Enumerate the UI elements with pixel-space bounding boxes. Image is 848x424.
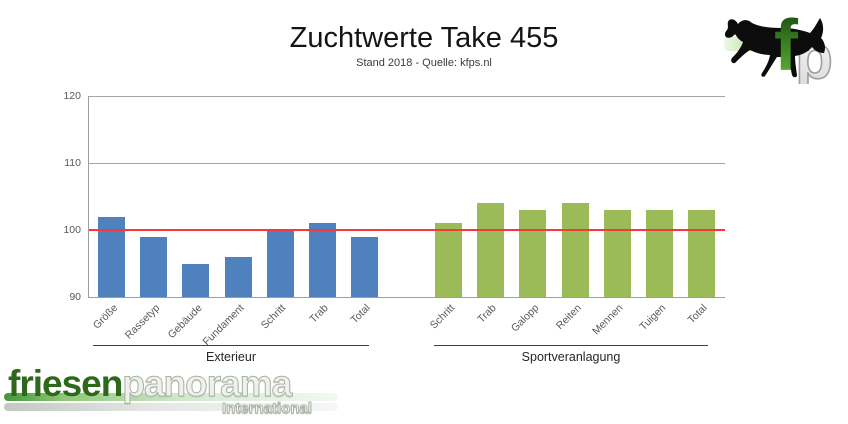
x-axis-category-label: Total	[685, 302, 710, 327]
bar-exterieur-3	[224, 256, 252, 297]
x-axis-category-label: Rassetyp	[122, 302, 163, 342]
wordmark-friesen: friesen	[8, 363, 123, 404]
bar-sportveranlagung-5	[645, 209, 673, 297]
gridline-120	[89, 96, 725, 97]
chart-subtitle: Stand 2018 - Quelle: kfps.nl	[356, 57, 492, 69]
x-axis-category-label: Fundament	[200, 302, 247, 349]
x-axis-category-label: Total	[348, 302, 373, 327]
x-axis-category-label: Gebäude	[165, 302, 205, 342]
x-axis-category-label: Tuigen	[636, 302, 668, 333]
x-axis-category-label: Schritt	[427, 302, 457, 332]
x-axis-category-label: Reiten	[553, 302, 584, 332]
bar-sportveranlagung-4	[603, 209, 631, 297]
bar-exterieur-2	[182, 263, 210, 297]
friesenpanorama-logo: p f	[722, 6, 846, 93]
x-axis-category-label: Schritt	[259, 302, 289, 332]
y-axis-tick-label: 110	[64, 157, 81, 169]
group-label-sportveranlagung: Sportveranlagung	[434, 345, 708, 364]
wordmark-international: International	[221, 400, 313, 418]
y-axis-tick-label: 90	[69, 291, 81, 303]
bar-sportveranlagung-1	[477, 203, 505, 297]
wordmark-green-stripe	[4, 393, 338, 401]
plot-area: 90 100 110 120 Größe Rassetyp Gebäude Fundament…	[63, 90, 725, 364]
x-axis-category-label: Mennen	[590, 302, 626, 338]
horse-icon: p f	[724, 6, 834, 93]
gridline-110	[89, 163, 725, 164]
y-axis-tick-label: 120	[63, 90, 81, 102]
x-axis-category-label: Größe	[90, 302, 120, 332]
bar-exterieur-6	[351, 236, 378, 297]
logo-letter-f: f	[774, 6, 799, 84]
bar-sportveranlagung-2	[519, 209, 547, 297]
friesenpanorama-wordmark: friesenpanorama International	[4, 363, 344, 422]
logo-letter-p: p	[795, 23, 833, 84]
chart-title: Zuchtwerte Take 455	[289, 22, 559, 54]
group-label-exterieur: Exterieur	[93, 345, 369, 364]
wordmark-silver-stripe	[4, 403, 338, 411]
x-axis-category-label: Galopp	[508, 302, 542, 335]
x-axis-category-label: Trab	[475, 302, 500, 326]
bar-exterieur-5	[308, 223, 336, 297]
wordmark-text: friesenpanorama	[8, 363, 293, 412]
bar-exterieur-1	[140, 236, 168, 297]
wordmark-panorama: panorama	[122, 363, 293, 404]
y-axis-tick-label: 100	[63, 224, 81, 236]
bar-exterieur-4	[266, 230, 294, 297]
x-axis-category-label: Trab	[307, 302, 331, 326]
bar-sportveranlagung-6	[688, 209, 715, 297]
bar-sportveranlagung-3	[561, 203, 589, 297]
reference-line	[89, 229, 725, 231]
bar-sportveranlagung-0	[435, 223, 462, 297]
